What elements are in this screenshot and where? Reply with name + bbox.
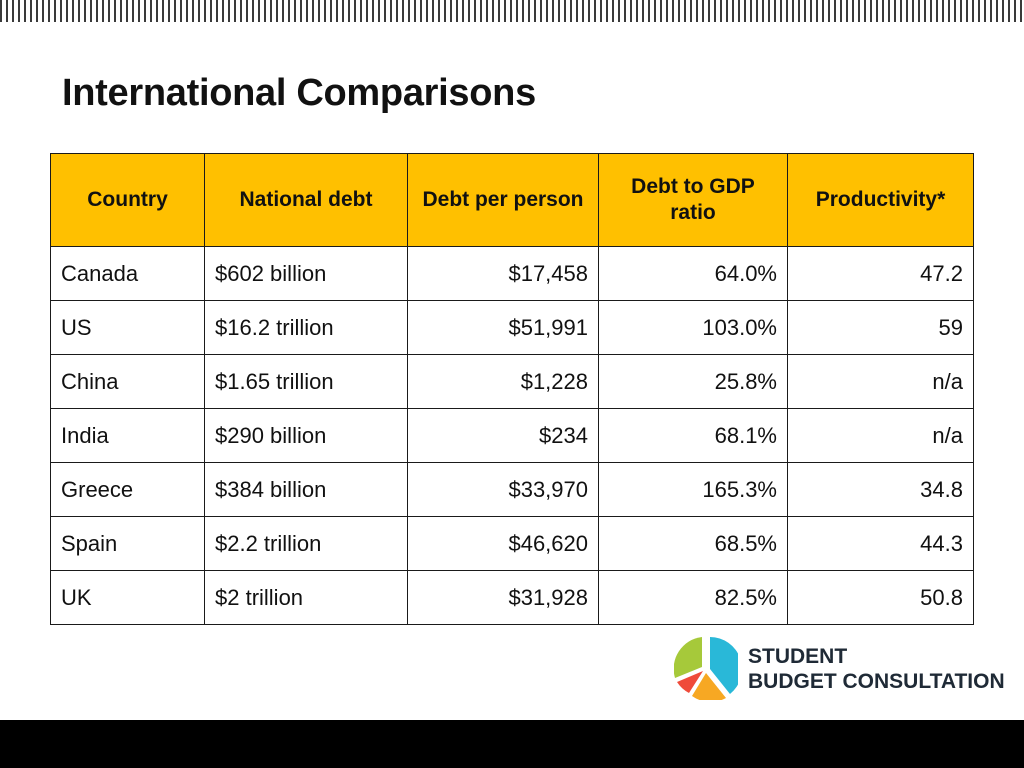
top-stripe-decoration [0,0,1024,22]
logo-line-budget-consultation: BUDGET CONSULTATION [748,670,1005,693]
cell-debt-per-person: $31,928 [407,570,599,625]
header-debt-per-person: Debt per person [407,153,599,247]
cell-debt-per-person: $33,970 [407,462,599,517]
cell-debt-to-gdp: 68.1% [598,408,788,463]
cell-productivity: n/a [787,354,974,409]
table-header-row: Country National debt Debt per person De… [50,153,974,247]
table-row: India $290 billion $234 68.1% n/a [50,408,974,463]
cell-country: Spain [50,516,205,571]
comparison-table: Country National debt Debt per person De… [50,153,974,625]
cell-debt-per-person: $1,228 [407,354,599,409]
cell-national-debt: $384 billion [204,462,408,517]
cell-country: Canada [50,246,205,301]
cell-debt-per-person: $46,620 [407,516,599,571]
table-row: US $16.2 trillion $51,991 103.0% 59 [50,300,974,355]
header-debt-to-gdp: Debt to GDP ratio [598,153,788,247]
cell-national-debt: $16.2 trillion [204,300,408,355]
cell-national-debt: $290 billion [204,408,408,463]
table-row: Spain $2.2 trillion $46,620 68.5% 44.3 [50,516,974,571]
cell-productivity: 50.8 [787,570,974,625]
cell-productivity: 44.3 [787,516,974,571]
cell-debt-to-gdp: 82.5% [598,570,788,625]
cell-productivity: 59 [787,300,974,355]
cell-country: US [50,300,205,355]
cell-debt-to-gdp: 25.8% [598,354,788,409]
table-row: Greece $384 billion $33,970 165.3% 34.8 [50,462,974,517]
cell-country: India [50,408,205,463]
cell-productivity: n/a [787,408,974,463]
cell-debt-to-gdp: 103.0% [598,300,788,355]
table-row: UK $2 trillion $31,928 82.5% 50.8 [50,570,974,625]
cell-country: China [50,354,205,409]
header-national-debt: National debt [204,153,408,247]
cell-debt-per-person: $234 [407,408,599,463]
header-country: Country [50,153,205,247]
logo-wordmark: STUDENT BUDGET CONSULTATION [748,644,1005,694]
cell-debt-to-gdp: 64.0% [598,246,788,301]
student-budget-consultation-logo: STUDENT BUDGET CONSULTATION [674,636,1005,702]
header-productivity: Productivity* [787,153,974,247]
cell-debt-to-gdp: 68.5% [598,516,788,571]
cell-national-debt: $1.65 trillion [204,354,408,409]
cell-debt-per-person: $17,458 [407,246,599,301]
cell-national-debt: $2.2 trillion [204,516,408,571]
table-row: China $1.65 trillion $1,228 25.8% n/a [50,354,974,409]
bottom-bar [0,720,1024,768]
cell-country: Greece [50,462,205,517]
cell-productivity: 47.2 [787,246,974,301]
slide-title: International Comparisons [62,72,536,114]
cell-country: UK [50,570,205,625]
cell-national-debt: $2 trillion [204,570,408,625]
table-row: Canada $602 billion $17,458 64.0% 47.2 [50,246,974,301]
cell-productivity: 34.8 [787,462,974,517]
cell-debt-per-person: $51,991 [407,300,599,355]
pie-chart-icon [674,637,738,700]
logo-line-student: STUDENT [748,645,848,668]
cell-national-debt: $602 billion [204,246,408,301]
cell-debt-to-gdp: 165.3% [598,462,788,517]
